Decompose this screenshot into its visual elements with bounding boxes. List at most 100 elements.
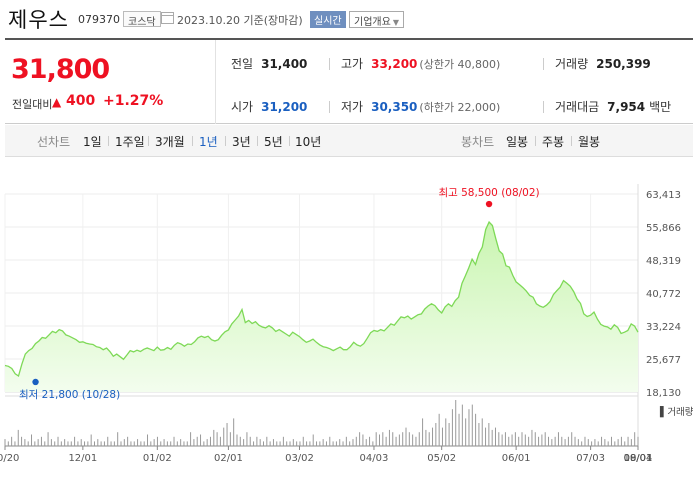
x-tick-label: 08/01 xyxy=(624,453,653,464)
volume-bar xyxy=(385,436,387,446)
candle-monthly[interactable]: 월봉 xyxy=(578,135,601,149)
volume-bar xyxy=(31,434,33,446)
volume-bar xyxy=(74,436,76,446)
volume-bar xyxy=(362,434,364,446)
current-price-panel: 31,800 전일대비 ▲ 400 +1.27% xyxy=(5,40,216,124)
high-label: 고가 xyxy=(341,57,364,71)
stock-name[interactable]: 제우스 xyxy=(8,8,69,32)
amount-value: 7,954 xyxy=(607,100,646,114)
x-tick-label: 07/03 xyxy=(576,453,605,464)
market-badge: 코스닥 xyxy=(123,11,161,28)
volume-bar xyxy=(137,439,139,446)
volume-bar xyxy=(614,441,616,446)
volume-bar xyxy=(445,418,447,446)
realtime-button[interactable]: 실시간 xyxy=(310,11,346,28)
period-3y[interactable]: 3년 xyxy=(232,135,251,149)
y-tick-label: 18,130 xyxy=(646,388,681,399)
volume-bar xyxy=(316,441,318,446)
volume-bar xyxy=(259,439,261,446)
price-summary: 31,800 전일대비 ▲ 400 +1.27% 전일 31,400 고가 33,2… xyxy=(5,38,693,124)
volume-bar xyxy=(236,434,238,446)
volume-bar xyxy=(11,436,13,446)
volume-bar xyxy=(518,436,520,446)
volume-bar xyxy=(97,439,99,446)
volume-bar xyxy=(60,441,62,446)
volume-bar xyxy=(528,436,530,446)
low-cell: 저가 30,350 (하한가 22,000) xyxy=(341,98,500,115)
volume-bar xyxy=(170,441,172,446)
candle-weekly[interactable]: 주봉 xyxy=(542,135,565,149)
volume-value: 250,399 xyxy=(596,57,651,71)
volume-bar xyxy=(127,436,129,446)
x-tick-label: 02/01 xyxy=(214,453,243,464)
volume-bar xyxy=(24,439,26,446)
volume-bar xyxy=(269,441,271,446)
volume-bar xyxy=(200,434,202,446)
upper-limit: (상한가 40,800) xyxy=(419,58,501,71)
divider xyxy=(543,58,544,70)
volume-bar xyxy=(478,423,480,446)
volume-bar xyxy=(17,429,19,446)
divider xyxy=(289,136,290,146)
volume-bar xyxy=(47,432,49,446)
period-1y[interactable]: 1년 xyxy=(199,135,218,149)
volume-bar xyxy=(226,423,228,446)
volume-bar xyxy=(93,441,95,446)
volume-bar xyxy=(604,439,606,446)
candle-chart-label: 봉차트 xyxy=(461,135,495,149)
period-3m[interactable]: 3개월 xyxy=(155,135,185,149)
volume-bar xyxy=(143,441,145,446)
volume-bar xyxy=(422,418,424,446)
x-tick-label: 10/04 xyxy=(624,453,653,464)
volume-cell: 거래량 250,399 xyxy=(555,55,651,72)
prev-close-label: 전일 xyxy=(231,57,254,71)
volume-bar xyxy=(395,436,397,446)
volume-bar xyxy=(7,441,9,446)
volume-bar xyxy=(50,439,52,446)
period-10y[interactable]: 10년 xyxy=(295,135,322,149)
period-5y[interactable]: 5년 xyxy=(264,135,283,149)
volume-bar xyxy=(44,441,46,446)
x-tick-label: 04/03 xyxy=(360,453,389,464)
volume-bar xyxy=(541,434,543,446)
volume-bar xyxy=(352,439,354,446)
change-label: 전일대비 xyxy=(12,98,53,111)
volume-bar xyxy=(388,429,390,446)
volume-bar xyxy=(468,409,470,446)
volume-bar xyxy=(282,436,284,446)
volume-bar xyxy=(617,439,619,446)
divider xyxy=(329,58,330,70)
volume-bar xyxy=(339,439,341,446)
volume-bar xyxy=(173,436,175,446)
volume-bar xyxy=(246,432,248,446)
low-label: 저가 xyxy=(341,100,364,114)
volume-bar xyxy=(296,441,298,446)
volume-bar xyxy=(256,436,258,446)
volume-bar xyxy=(634,432,636,446)
period-1d[interactable]: 1일 xyxy=(83,135,102,149)
volume-bar xyxy=(77,441,79,446)
volume-bar xyxy=(425,429,427,446)
volume-bar xyxy=(620,436,622,446)
volume-bar xyxy=(34,441,36,446)
x-tick-label: 05/02 xyxy=(427,453,456,464)
volume-bar xyxy=(448,423,450,446)
volume-bar xyxy=(369,436,371,446)
price-chart[interactable]: 63,413 55,866 48,319 40,772 33,224 25,677 18,1… xyxy=(0,160,693,477)
volume-bar xyxy=(133,441,135,446)
company-overview-dropdown[interactable]: 기업개요 ▼ xyxy=(349,11,404,28)
x-tick-label: 12/01 xyxy=(68,453,97,464)
base-date: 2023.10.20 기준(장마감) xyxy=(177,14,303,27)
volume-bar xyxy=(203,441,205,446)
volume-bar xyxy=(521,432,523,446)
divider xyxy=(148,136,149,146)
volume-bar xyxy=(408,432,410,446)
divider xyxy=(257,136,258,146)
volume-bar xyxy=(216,432,218,446)
x-tick-label: 03/02 xyxy=(285,453,314,464)
volume-bar xyxy=(87,441,89,446)
candle-daily[interactable]: 일봉 xyxy=(506,135,529,149)
volume-bar xyxy=(415,436,417,446)
period-1w[interactable]: 1주일 xyxy=(115,135,145,149)
volume-bar xyxy=(508,436,510,446)
